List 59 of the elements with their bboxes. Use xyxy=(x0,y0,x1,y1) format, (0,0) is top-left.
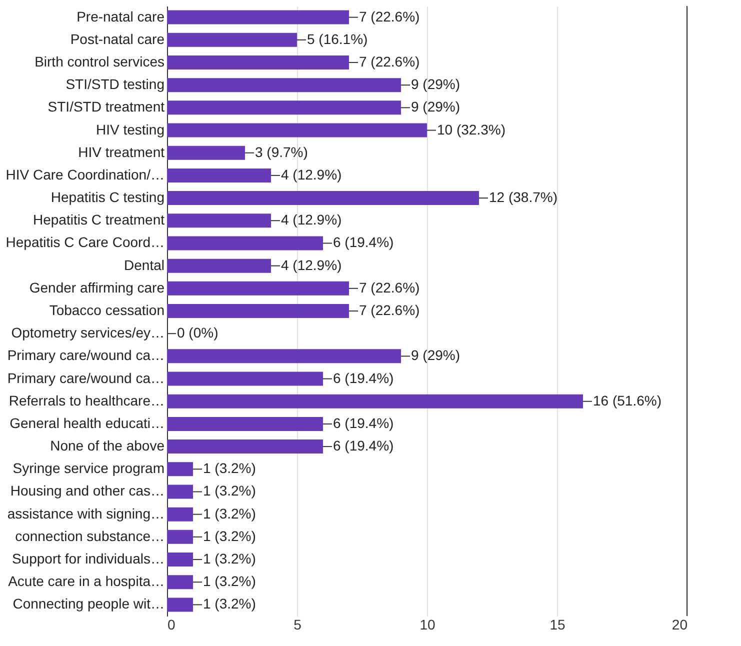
y-tick-label: Hepatitis C treatment xyxy=(33,212,165,228)
y-tick-label: Birth control services xyxy=(34,53,164,70)
data-label: 4 (12.9%) xyxy=(281,166,342,182)
data-label: 1 (3.2%) xyxy=(203,528,256,544)
y-tick-label: Referrals to healthcare… xyxy=(8,392,164,408)
y-tick-label: Housing and other cas… xyxy=(10,482,164,499)
x-tick-label: 5 xyxy=(294,616,302,632)
data-label: 5 (16.1%) xyxy=(307,30,368,47)
data-label: 6 (19.4%) xyxy=(333,234,394,250)
data-label: 12 (38.7%) xyxy=(489,189,558,206)
y-tick-label: Tobacco cessation xyxy=(49,302,164,318)
data-label: 10 (32.3%) xyxy=(437,121,506,138)
y-tick-label: Post-natal care xyxy=(70,30,165,47)
x-tick-label: 20 xyxy=(672,616,688,632)
data-label: 9 (29%) xyxy=(411,347,460,364)
data-label: 9 (29%) xyxy=(411,76,460,92)
y-tick-label: General health educati… xyxy=(10,414,164,431)
data-label: 1 (3.2%) xyxy=(203,505,256,522)
data-label: 1 (3.2%) xyxy=(203,573,256,590)
x-tick-label: 0 xyxy=(168,616,176,632)
data-label: 7 (22.6%) xyxy=(359,53,420,70)
y-tick-label: connection substance… xyxy=(15,528,164,544)
y-tick-label: Optometry services/ey… xyxy=(11,324,164,341)
data-label: 4 (12.9%) xyxy=(281,256,342,273)
y-tick-label: None of the above xyxy=(50,438,165,454)
y-tick-label: Acute care in a hospita… xyxy=(8,573,164,590)
data-label: 7 (22.6%) xyxy=(359,8,420,24)
y-tick-label: HIV testing xyxy=(96,121,164,138)
data-label: 6 (19.4%) xyxy=(333,438,394,454)
y-tick-label: Hepatitis C testing xyxy=(50,189,164,206)
data-label: 16 (51.6%) xyxy=(593,392,662,408)
data-label: 7 (22.6%) xyxy=(359,302,420,318)
data-label: 1 (3.2%) xyxy=(203,460,256,476)
data-label: 9 (29%) xyxy=(411,98,460,115)
data-label: 7 (22.6%) xyxy=(359,279,420,296)
data-label: 1 (3.2%) xyxy=(203,482,256,499)
y-tick-label: HIV treatment xyxy=(78,144,165,160)
data-label: 6 (19.4%) xyxy=(333,414,394,431)
y-tick-label: Hepatitis C Care Coord… xyxy=(6,234,164,250)
y-tick-label: HIV Care Coordination/… xyxy=(6,166,164,182)
data-label: 4 (12.9%) xyxy=(281,212,342,228)
data-label: 6 (19.4%) xyxy=(333,370,394,386)
data-label: 1 (3.2%) xyxy=(203,550,256,567)
y-tick-label: Syringe service program xyxy=(12,460,164,476)
data-label: 3 (9.7%) xyxy=(255,144,308,160)
y-tick-label: STI/STD treatment xyxy=(48,98,165,115)
y-tick-label: Dental xyxy=(124,256,164,273)
y-tick-label: Gender affirming care xyxy=(29,279,165,296)
y-tick-label: Support for individuals… xyxy=(12,550,164,567)
y-tick-label: Primary care/wound ca… xyxy=(7,370,164,386)
data-label: 1 (3.2%) xyxy=(203,596,256,612)
x-tick-label: 15 xyxy=(550,616,566,632)
y-tick-label: Primary care/wound ca… xyxy=(7,347,164,364)
y-tick-label: assistance with signing… xyxy=(7,505,164,522)
data-label: 0 (0%) xyxy=(177,324,218,341)
y-tick-label: STI/STD testing xyxy=(66,76,164,92)
y-tick-label: Connecting people wit… xyxy=(12,596,164,612)
y-tick-label: Pre-natal care xyxy=(76,8,165,24)
x-tick-label: 10 xyxy=(420,616,436,632)
